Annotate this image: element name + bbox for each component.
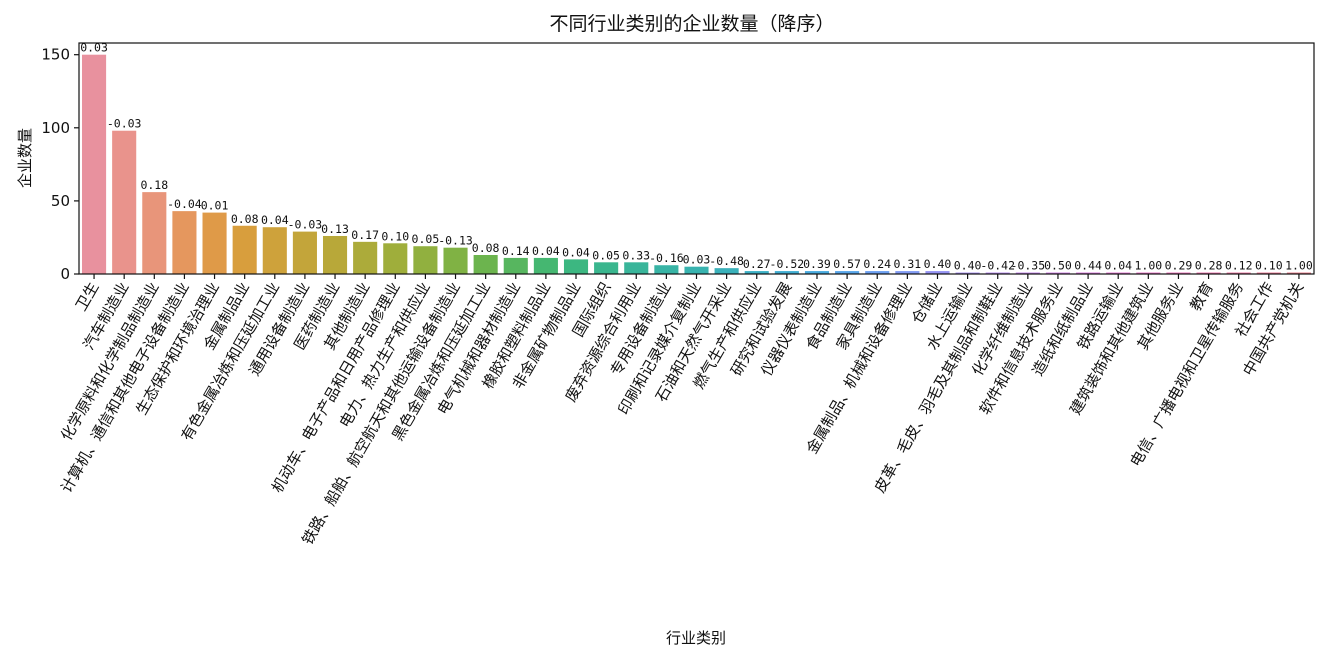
bar-data-label: 0.57	[833, 257, 861, 271]
y-tick-label: 100	[41, 119, 70, 137]
bar	[1136, 272, 1161, 274]
bar	[503, 257, 528, 274]
bar	[714, 268, 739, 274]
bar	[322, 235, 348, 274]
bar-data-label: 0.13	[321, 222, 349, 236]
bar	[232, 225, 257, 274]
bar-data-label: -0.16	[649, 251, 684, 265]
bar-data-label: 0.04	[261, 213, 289, 227]
bar-data-label: -0.13	[438, 234, 473, 248]
bar	[473, 254, 498, 274]
bar	[202, 212, 227, 274]
bar	[292, 231, 317, 274]
bar	[594, 262, 619, 274]
bar	[835, 271, 860, 274]
bar-data-label: 0.44	[1074, 259, 1102, 273]
bar	[985, 272, 1010, 274]
bar	[262, 227, 287, 274]
bar-data-label: -0.03	[288, 218, 323, 232]
bar	[533, 257, 558, 274]
bar	[865, 271, 890, 274]
bar	[1196, 272, 1221, 274]
bar	[654, 265, 679, 274]
x-axis-label: 行业类别	[666, 629, 726, 647]
bar	[1045, 272, 1071, 274]
bar-data-label: 0.50	[1044, 259, 1072, 273]
bar-data-label: 0.40	[954, 259, 982, 273]
bar	[413, 246, 438, 274]
bar-data-label: -0.35	[1011, 259, 1046, 273]
bar	[955, 272, 980, 274]
bar	[1106, 272, 1131, 274]
bar	[1226, 272, 1251, 274]
bar-data-label: 0.10	[381, 229, 409, 243]
bar-data-label: 0.03	[683, 253, 711, 267]
bar-data-label: 0.27	[743, 257, 771, 271]
bar	[142, 192, 167, 274]
bar	[1286, 272, 1311, 274]
bar-data-label: 0.05	[592, 248, 620, 262]
bar	[744, 271, 769, 274]
bar-data-label: 0.31	[894, 257, 922, 271]
x-tick-label: 教育	[1186, 279, 1217, 314]
bar-data-label: 0.04	[532, 244, 560, 258]
bar-data-label: 0.18	[140, 178, 168, 192]
bar	[353, 241, 378, 274]
bar-data-label: 0.40	[924, 257, 952, 271]
bar-data-label: 0.24	[863, 257, 891, 271]
bar	[774, 271, 799, 274]
bar	[443, 247, 468, 274]
bar	[684, 266, 709, 274]
bar	[1256, 272, 1281, 274]
y-tick-label: 50	[51, 192, 70, 210]
bar-data-label: 1.00	[1134, 259, 1162, 273]
bar-data-label: -0.42	[980, 259, 1015, 273]
x-tick-label: 计算机、通信和其他电子设备制造业	[57, 279, 193, 496]
bar	[563, 259, 589, 274]
chart-title: 不同行业类别的企业数量（降序）	[549, 13, 834, 35]
bar-data-label: -0.52	[770, 257, 805, 271]
bar-data-label: 0.14	[502, 244, 530, 258]
bar-data-label: 0.05	[412, 232, 440, 246]
bar-data-label: 0.17	[351, 228, 379, 242]
bar	[172, 211, 197, 274]
bar	[1015, 272, 1040, 274]
bar-data-label: 0.03	[80, 41, 108, 55]
bar-data-label: 0.39	[803, 257, 831, 271]
bar-data-label: 0.28	[1195, 259, 1223, 273]
x-tick-label: 卫生	[72, 279, 103, 314]
bar	[624, 262, 649, 274]
bar-data-label: 1.00	[1285, 259, 1313, 273]
bar-data-label: 0.08	[231, 212, 259, 226]
bar-data-label: 0.01	[201, 199, 229, 213]
bar-data-label: -0.04	[167, 197, 202, 211]
bar-data-label: 0.04	[1104, 259, 1132, 273]
y-tick-label: 150	[41, 46, 70, 64]
bar	[112, 130, 137, 274]
bar	[1166, 272, 1191, 274]
plot-frame	[78, 42, 1315, 275]
bar-data-label: 0.33	[622, 248, 650, 262]
bar	[925, 271, 950, 274]
bar-data-label: 0.12	[1225, 259, 1253, 273]
bar	[383, 243, 408, 274]
bar-data-label: -0.03	[107, 117, 142, 131]
bar-data-label: 0.29	[1165, 259, 1193, 273]
bar-data-label: -0.48	[709, 254, 744, 268]
bar-data-label: 0.10	[1255, 259, 1283, 273]
bar	[804, 271, 830, 274]
y-axis-label: 企业数量	[16, 128, 34, 188]
bar-data-label: 0.08	[472, 241, 500, 255]
y-tick-label: 0	[60, 265, 70, 283]
bar	[895, 271, 920, 274]
bar	[1076, 272, 1101, 274]
bar	[82, 54, 107, 275]
bar-data-label: 0.04	[562, 245, 590, 259]
